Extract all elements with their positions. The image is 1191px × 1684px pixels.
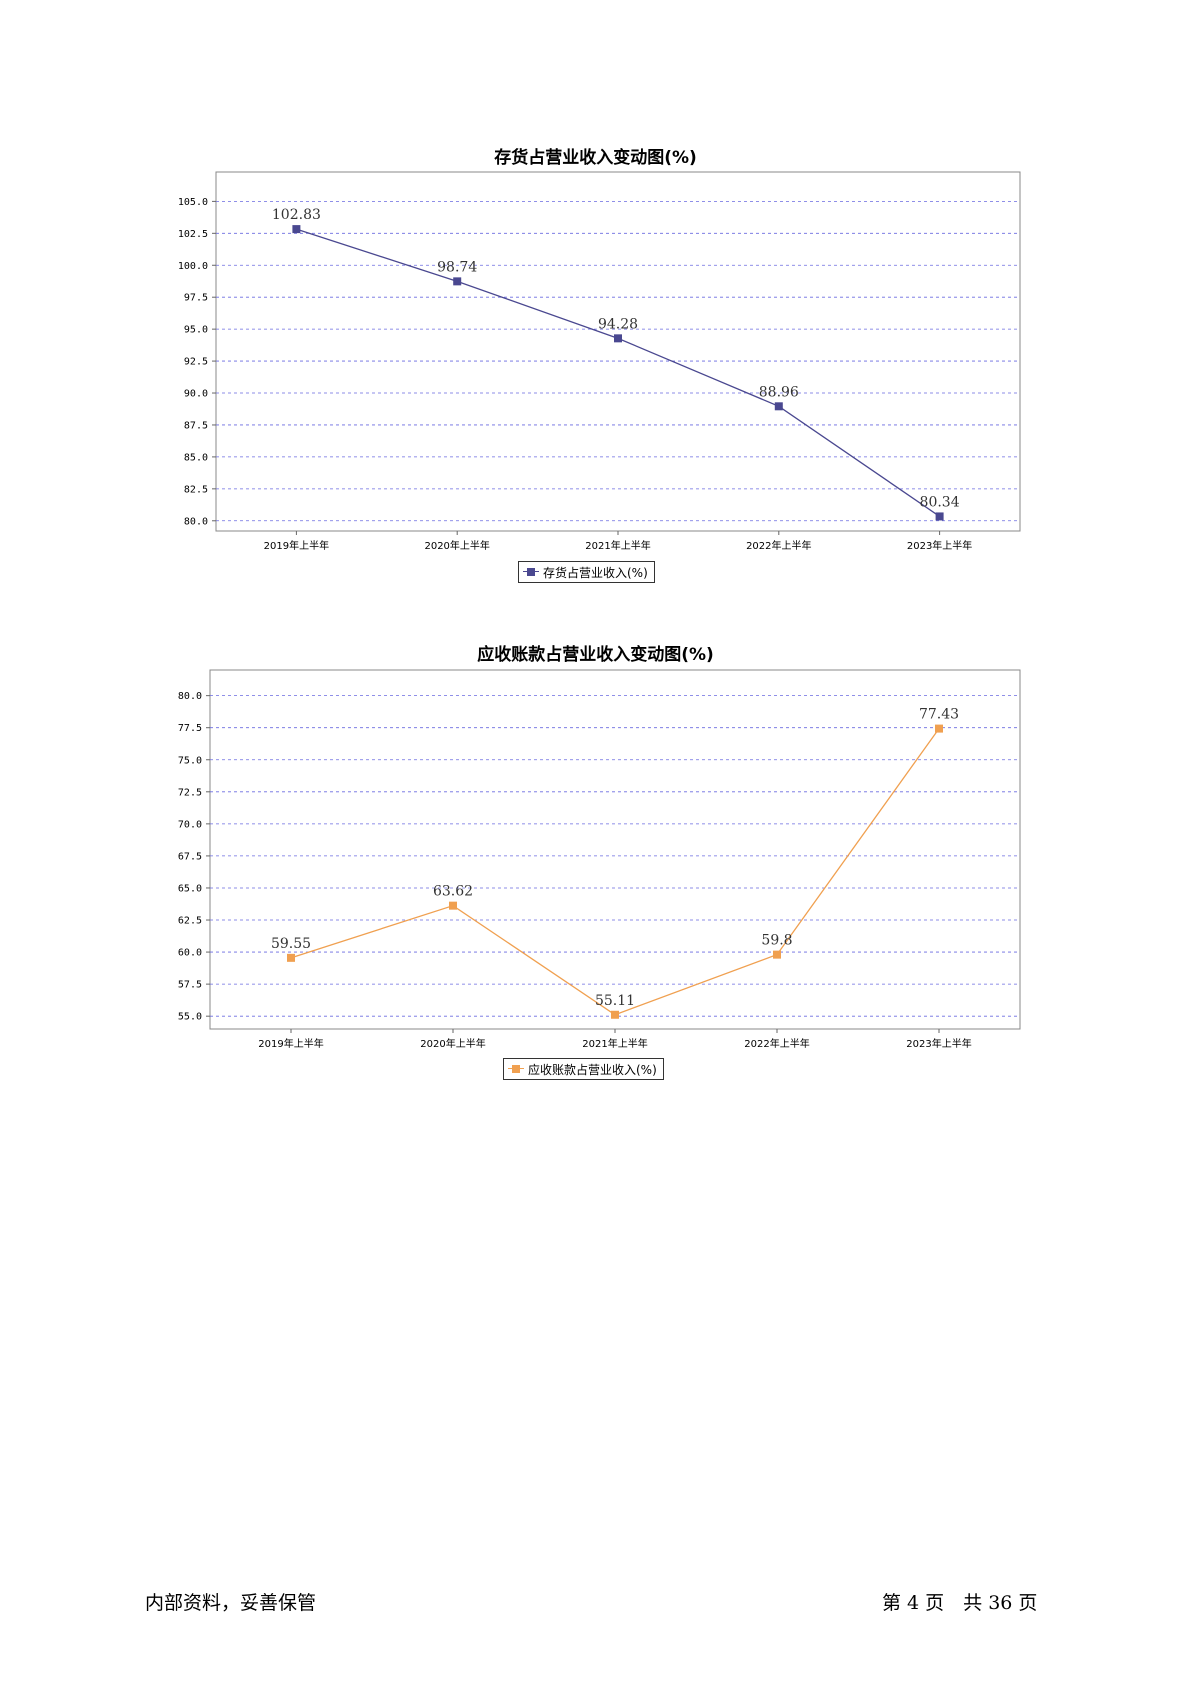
y-tick-label: 92.5 <box>184 357 208 368</box>
data-label: 63.62 <box>433 884 473 900</box>
x-tick-label: 2023年上半年 <box>906 1037 971 1050</box>
y-tick-label: 100.0 <box>178 261 208 272</box>
y-tick-label: 102.5 <box>178 229 208 240</box>
y-tick-label: 95.0 <box>184 325 208 336</box>
data-point <box>773 950 781 959</box>
y-tick-label: 67.5 <box>178 851 202 862</box>
x-tick-label: 2019年上半年 <box>264 539 329 552</box>
chart-legend: 应收账款占营业收入(%) <box>503 1058 664 1080</box>
data-point <box>453 277 462 286</box>
y-tick-label: 105.0 <box>178 197 208 208</box>
y-tick-label: 75.0 <box>178 755 202 766</box>
x-tick-label: 2019年上半年 <box>258 1037 323 1050</box>
data-point <box>287 953 295 962</box>
x-tick-label: 2023年上半年 <box>907 539 972 552</box>
y-tick-label: 57.5 <box>178 980 202 991</box>
data-point <box>611 1010 619 1019</box>
data-label: 94.28 <box>598 316 638 332</box>
data-point <box>614 334 622 343</box>
y-tick-label: 87.5 <box>184 420 208 431</box>
inventory-chart-plot: 80.0 82.5 85.0 87.5 90.0 92.5 95.0 97.5 100.0 102… <box>178 171 1021 552</box>
footer-left: 内部资料，妥善保管 <box>145 1592 317 1614</box>
y-tick-label: 60.0 <box>178 948 202 959</box>
data-label: 59.8 <box>761 933 792 949</box>
data-point <box>935 512 944 521</box>
chart-legend: 存货占营业收入(%) <box>518 561 655 583</box>
legend-line-marker-icon <box>508 1064 524 1074</box>
receivables-chart-plot: 55.0 57.5 60.0 62.5 65.0 67.5 70.0 72.5 75.0 77.5… <box>178 669 1021 1050</box>
x-tick-label: 2020年上半年 <box>420 1037 485 1050</box>
y-tick-label: 65.0 <box>178 883 202 894</box>
x-tick-label: 2020年上半年 <box>424 539 489 552</box>
data-label: 77.43 <box>919 707 959 723</box>
y-tick-label: 97.5 <box>184 293 208 304</box>
legend-line-marker-icon <box>523 567 539 577</box>
legend-label: 应收账款占营业收入(%) <box>528 1062 657 1077</box>
y-tick-label: 80.0 <box>184 516 208 527</box>
chart-title: 存货占营业收入变动图(%) <box>494 148 697 168</box>
plot-area <box>209 669 1021 1030</box>
x-tick-label: 2022年上半年 <box>744 1037 809 1050</box>
footer-right: 第 4 页 共 36 页 <box>882 1592 1038 1614</box>
plot-area <box>215 171 1021 532</box>
x-tick-label: 2021年上半年 <box>585 539 650 552</box>
data-label: 80.34 <box>920 494 960 510</box>
data-label: 102.83 <box>272 207 321 223</box>
y-tick-label: 72.5 <box>178 787 202 798</box>
x-tick-label: 2022年上半年 <box>746 539 811 552</box>
y-tick-label: 80.0 <box>178 691 202 702</box>
x-tick-label: 2021年上半年 <box>582 1037 647 1050</box>
data-label: 59.55 <box>271 936 311 952</box>
y-tick-label: 55.0 <box>178 1012 202 1023</box>
y-tick-label: 85.0 <box>184 452 208 463</box>
y-tick-label: 90.0 <box>184 389 208 400</box>
y-tick-label: 77.5 <box>178 723 202 734</box>
data-point <box>449 901 457 910</box>
data-point <box>935 724 943 733</box>
data-label: 55.11 <box>595 993 635 1009</box>
data-label: 88.96 <box>759 384 799 400</box>
chart-title: 应收账款占营业收入变动图(%) <box>477 645 714 665</box>
legend-label: 存货占营业收入(%) <box>543 565 648 580</box>
data-point <box>292 225 301 234</box>
y-tick-label: 62.5 <box>178 916 202 927</box>
y-tick-label: 82.5 <box>184 484 208 495</box>
data-label: 98.74 <box>437 259 477 275</box>
data-point <box>774 402 783 411</box>
y-tick-label: 70.0 <box>178 819 202 830</box>
